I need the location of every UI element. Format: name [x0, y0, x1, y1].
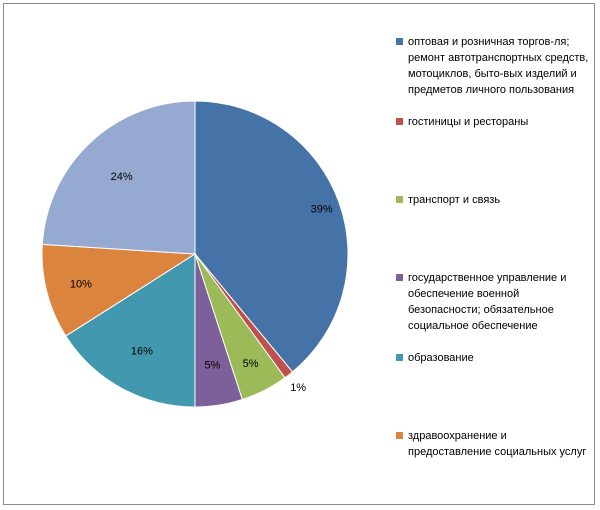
data-label-hotels: 1%: [290, 382, 306, 394]
data-label-transport: 5%: [243, 358, 259, 370]
data-label-education: 16%: [131, 346, 153, 358]
pie-slice-trade: [194, 100, 349, 373]
pie-slice-health: [41, 243, 197, 337]
data-label-other: 24%: [111, 171, 133, 183]
pie-slice-education: [65, 253, 196, 408]
data-label-health: 10%: [70, 278, 92, 290]
pie-slice-other: [41, 100, 196, 255]
data-label-government: 5%: [205, 359, 221, 371]
data-label-trade: 39%: [311, 203, 333, 215]
